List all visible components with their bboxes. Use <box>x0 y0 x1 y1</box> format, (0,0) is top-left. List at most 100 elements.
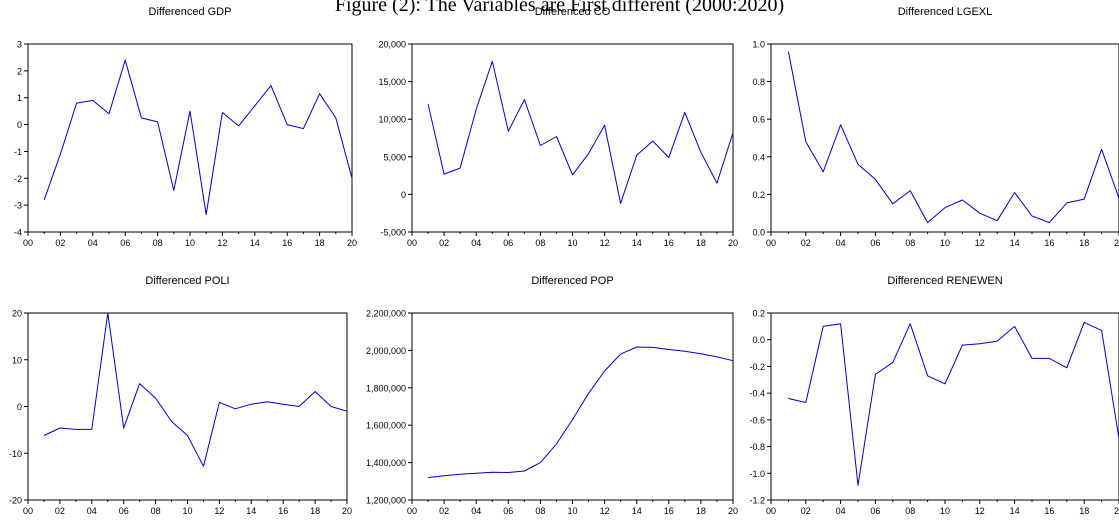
x-tick-label: 12 <box>217 238 227 248</box>
y-tick-label: 10,000 <box>378 115 406 125</box>
x-tick-label: 14 <box>632 238 642 248</box>
x-tick-label: 16 <box>1044 506 1054 516</box>
series-line <box>427 60 734 204</box>
x-tick-label: 16 <box>664 238 674 248</box>
y-tick-label: -20 <box>9 496 22 506</box>
y-tick-label: 0 <box>401 190 406 200</box>
chart-panel-2: Differenced CO -5,000 0 5,000 10,000 15,000 20… <box>378 6 738 248</box>
y-tick-label: -2 <box>14 174 22 184</box>
y-tick-label: 0 <box>17 120 22 130</box>
y-tick-label: -1.2 <box>749 496 765 506</box>
y-tick-label: -1 <box>14 147 22 157</box>
x-tick-label: 08 <box>535 238 545 248</box>
series-line <box>788 321 1119 486</box>
plot-frame <box>770 312 1119 501</box>
x-tick-label: 08 <box>151 506 161 516</box>
x-tick-label: 04 <box>836 238 846 248</box>
x-tick-label: 04 <box>836 506 846 516</box>
y-tick-label: -0.4 <box>749 389 765 399</box>
chart-title: Differenced RENEWEN <box>887 275 1002 287</box>
x-tick-label: 00 <box>766 238 776 248</box>
y-tick-label: 20 <box>12 309 22 319</box>
y-tick-label: 0.0 <box>752 228 765 238</box>
y-tick-label: 1.0 <box>752 40 765 50</box>
x-tick-label: 14 <box>1010 238 1020 248</box>
y-tick-label: -5,000 <box>380 228 406 238</box>
chart-panel-6: Differenced RENEWEN -1.2 -1.0 -0.8 -0.6 -0.4 -… <box>749 275 1119 516</box>
x-tick-label: 00 <box>23 506 33 516</box>
y-tick-label: 2,000,000 <box>366 346 406 356</box>
x-tick-label: 10 <box>940 506 950 516</box>
x-tick-label: 18 <box>696 238 706 248</box>
x-tick-label: 00 <box>766 506 776 516</box>
y-tick-label: 0.2 <box>752 309 765 319</box>
plot-frame <box>411 312 734 501</box>
x-tick-label: 00 <box>407 238 417 248</box>
y-tick-label: 0 <box>17 402 22 412</box>
x-tick-label: 16 <box>664 506 674 516</box>
chart-title: Differenced POP <box>531 275 613 287</box>
y-tick-label: 0.8 <box>752 77 765 87</box>
y-tick-label: 2,200,000 <box>366 309 406 319</box>
chart-title: Differenced GDP <box>149 6 232 18</box>
y-tick-label: 1,600,000 <box>366 421 406 431</box>
y-tick-label: 20,000 <box>378 40 406 50</box>
x-tick-label: 20 <box>1114 506 1119 516</box>
x-tick-label: 06 <box>120 238 130 248</box>
x-tick-label: 00 <box>407 506 417 516</box>
y-tick-label: -0.2 <box>749 362 765 372</box>
figure-caption: Figure (2): The Variables are First diff… <box>334 0 785 16</box>
x-tick-label: 06 <box>870 506 880 516</box>
x-tick-label: 20 <box>728 238 738 248</box>
x-tick-label: 16 <box>1044 238 1054 248</box>
x-tick-label: 00 <box>23 238 33 248</box>
x-tick-label: 18 <box>315 238 325 248</box>
y-tick-label: 10 <box>12 355 22 365</box>
x-tick-label: 02 <box>439 238 449 248</box>
plot-frame <box>770 43 1119 233</box>
y-tick-label: 1,800,000 <box>366 383 406 393</box>
x-tick-label: 20 <box>342 506 352 516</box>
x-tick-label: 14 <box>246 506 256 516</box>
x-tick-label: 10 <box>567 506 577 516</box>
x-tick-label: 10 <box>567 238 577 248</box>
x-tick-label: 16 <box>282 238 292 248</box>
x-tick-label: 12 <box>975 238 985 248</box>
x-tick-label: 18 <box>1079 238 1089 248</box>
x-tick-label: 20 <box>728 506 738 516</box>
x-tick-label: 08 <box>905 506 915 516</box>
y-tick-label: -3 <box>14 201 22 211</box>
series-line <box>43 59 353 215</box>
chart-panel-5: Differenced POP 1,200,000 1,400,000 1,600,0… <box>366 275 738 516</box>
x-tick-label: 10 <box>940 238 950 248</box>
x-tick-label: 12 <box>600 238 610 248</box>
x-tick-label: 08 <box>153 238 163 248</box>
y-tick-label: -4 <box>14 228 22 238</box>
x-tick-label: 14 <box>632 506 642 516</box>
x-tick-label: 04 <box>88 238 98 248</box>
y-tick-label: 3 <box>17 40 22 50</box>
y-tick-label: 1,400,000 <box>366 458 406 468</box>
plot-frame <box>411 43 734 233</box>
x-tick-label: 06 <box>119 506 129 516</box>
y-tick-label: 5,000 <box>383 152 406 162</box>
x-tick-label: 18 <box>1079 506 1089 516</box>
chart-title: Differenced LGEXL <box>898 6 993 18</box>
series-line <box>43 312 348 467</box>
x-tick-label: 14 <box>250 238 260 248</box>
x-tick-label: 14 <box>1010 506 1020 516</box>
y-tick-label: 0.6 <box>752 115 765 125</box>
x-tick-label: 20 <box>347 238 357 248</box>
y-tick-label: 15,000 <box>378 77 406 87</box>
x-tick-label: 02 <box>801 506 811 516</box>
x-tick-label: 02 <box>55 506 65 516</box>
x-tick-label: 02 <box>439 506 449 516</box>
x-tick-label: 02 <box>55 238 65 248</box>
x-tick-label: 06 <box>870 238 880 248</box>
y-tick-label: 0.4 <box>752 152 765 162</box>
y-tick-label: 2 <box>17 66 22 76</box>
y-tick-label: -10 <box>9 449 22 459</box>
x-tick-label: 18 <box>310 506 320 516</box>
x-tick-label: 10 <box>182 506 192 516</box>
